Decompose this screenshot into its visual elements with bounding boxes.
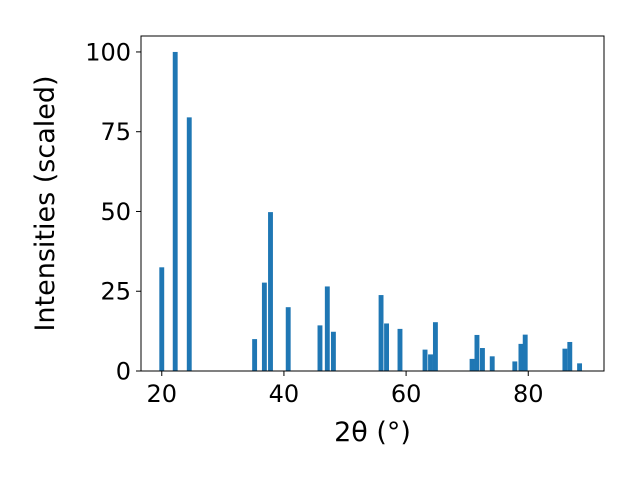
x-tick-label: 20 bbox=[146, 380, 177, 408]
x-tick-label: 80 bbox=[513, 380, 544, 408]
bar bbox=[522, 334, 528, 371]
plot-frame bbox=[140, 35, 605, 372]
y-axis-label: Intensities (scaled) bbox=[30, 75, 61, 331]
bar bbox=[159, 267, 165, 371]
bar bbox=[397, 328, 403, 371]
bar bbox=[469, 358, 475, 371]
bar bbox=[268, 212, 273, 371]
bar bbox=[567, 341, 573, 371]
x-axis-ticks: 20 40 60 80 bbox=[146, 371, 544, 408]
bars-group bbox=[159, 51, 583, 371]
bar bbox=[261, 282, 267, 371]
x-tick-label: 40 bbox=[269, 380, 300, 408]
bar bbox=[317, 325, 323, 371]
bar bbox=[474, 334, 480, 371]
bar bbox=[384, 323, 389, 371]
bar bbox=[562, 348, 568, 371]
y-tick-label: 100 bbox=[85, 38, 131, 66]
y-tick-label: 75 bbox=[100, 118, 131, 146]
bar bbox=[324, 286, 330, 371]
bar bbox=[512, 361, 518, 371]
bar bbox=[480, 348, 485, 371]
y-tick-label: 25 bbox=[100, 278, 131, 306]
bar bbox=[577, 363, 583, 371]
y-tick-label: 0 bbox=[116, 358, 131, 386]
bar bbox=[252, 339, 258, 371]
x-tick-label: 60 bbox=[391, 380, 422, 408]
bar bbox=[378, 295, 384, 371]
bar bbox=[489, 356, 495, 371]
bar bbox=[186, 117, 192, 371]
y-tick-label: 50 bbox=[100, 198, 131, 226]
bar bbox=[330, 331, 336, 371]
bar bbox=[422, 349, 428, 371]
bar bbox=[172, 51, 178, 371]
bar bbox=[285, 307, 291, 371]
bar bbox=[518, 343, 524, 371]
x-axis-label: 2θ (°) bbox=[334, 417, 411, 448]
y-axis-ticks: 0 25 50 75 100 bbox=[85, 38, 141, 386]
bar bbox=[428, 354, 433, 371]
bar bbox=[432, 322, 438, 371]
